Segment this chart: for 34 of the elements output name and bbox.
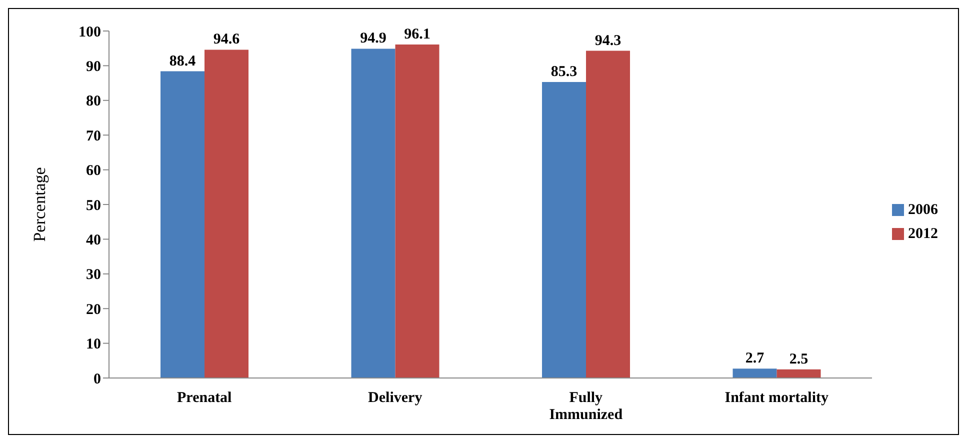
legend-label: 2012 [908, 226, 938, 242]
data-label: 94.9 [360, 30, 386, 47]
x-tick-label: Infant mortality [724, 390, 829, 406]
bar [160, 71, 205, 378]
bar [542, 82, 586, 378]
y-tick-label: 50 [86, 198, 101, 214]
bar [732, 368, 777, 378]
data-label: 2.7 [745, 350, 765, 367]
data-label: 96.1 [404, 26, 430, 43]
bar [586, 50, 630, 378]
y-tick-label: 30 [86, 267, 101, 284]
y-tick-label: 90 [86, 59, 101, 76]
x-tick-label: Fully Immunized [549, 390, 624, 423]
y-tick-label: 80 [86, 94, 101, 110]
y-tick-label: 10 [86, 336, 101, 353]
y-axis-title: Percentage [30, 167, 50, 242]
bar [776, 369, 821, 378]
x-tick-label: Delivery [368, 390, 423, 406]
y-tick-label: 40 [86, 232, 101, 249]
bar [204, 50, 249, 378]
data-label: 2.5 [789, 351, 808, 368]
data-label: 94.6 [213, 32, 240, 48]
y-tick-label: 20 [86, 302, 101, 318]
x-tick-label: Prenatal [177, 390, 232, 406]
data-label: 85.3 [550, 64, 578, 80]
bar [351, 48, 396, 378]
y-tick-label: 100 [78, 24, 101, 40]
data-label: 88.4 [169, 53, 196, 70]
y-tick-label: 60 [86, 163, 101, 180]
y-tick-label: 0 [94, 371, 101, 388]
y-tick-label: 70 [86, 128, 101, 144]
legend-label: 2006 [908, 202, 938, 218]
bar [395, 44, 440, 378]
data-label: 94.3 [594, 32, 622, 49]
